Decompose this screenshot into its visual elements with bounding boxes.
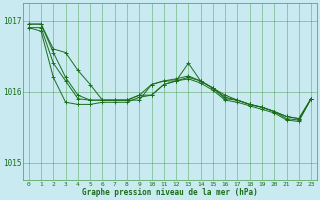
X-axis label: Graphe pression niveau de la mer (hPa): Graphe pression niveau de la mer (hPa): [82, 188, 258, 197]
